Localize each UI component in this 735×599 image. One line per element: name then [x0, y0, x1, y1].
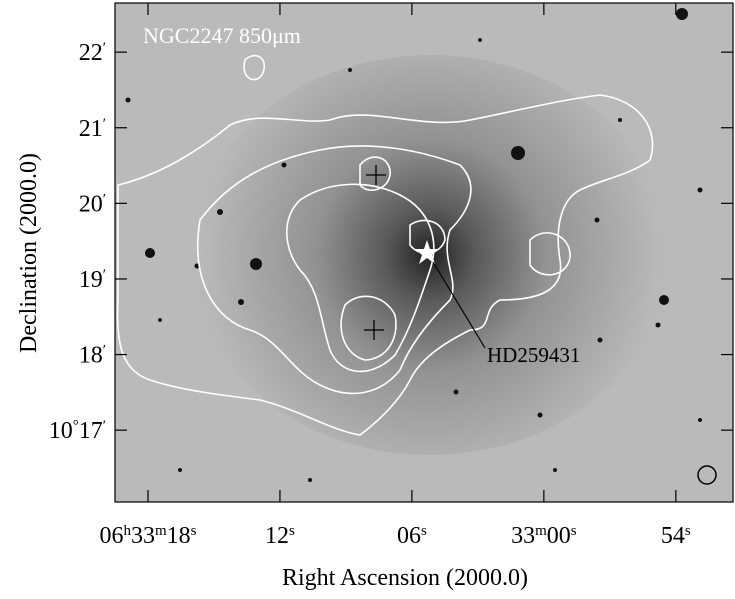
y-tick-label: 10°17′ [49, 418, 106, 444]
x-tick-label: 06h33m18s [99, 523, 196, 549]
y-tick-label: 22′ [79, 40, 106, 66]
y-tick-label: 20′ [79, 191, 106, 217]
sky-image [115, 3, 733, 502]
x-tick-label: 54s [661, 523, 691, 549]
x-tick-label: 12s [265, 523, 295, 549]
plot-frame [114, 2, 734, 503]
y-tick-label: 19′ [79, 267, 106, 293]
y-tick-label: 18′ [79, 343, 106, 369]
y-tick-label: 21′ [79, 116, 106, 142]
x-tick-label: 33m00s [511, 523, 577, 549]
chart-title: NGC2247 850μm [143, 23, 301, 48]
x-tick-label: 06s [397, 523, 427, 549]
x-axis-label: Right Ascension (2000.0) [282, 565, 528, 591]
annotation: HD259431 [487, 343, 580, 367]
y-axis-label: Declination (2000.0) [16, 153, 42, 353]
